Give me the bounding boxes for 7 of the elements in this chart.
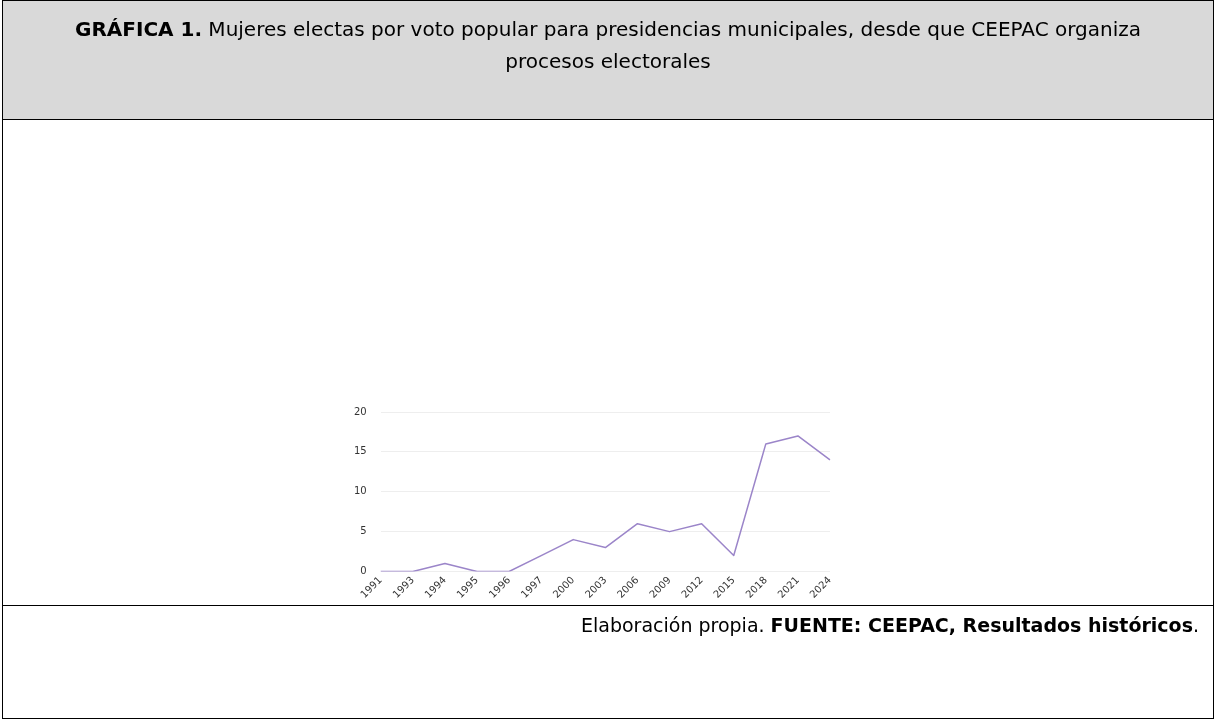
text: Elaboración propia. FUENTE: CEEPAC, Resultados históricos. — [580, 614, 1199, 636]
y-tick-label: 20 — [353, 405, 367, 417]
y-tick-label: 15 — [353, 445, 367, 457]
y-tick-label: 5 — [360, 525, 367, 537]
chart-title: GRÁFICA 1. Mujeres electas por voto popular para presidencias municipales, desde que CEEPAC organiza procesos electorales — [74, 16, 1142, 75]
y-tick-label: 10 — [353, 485, 367, 497]
y-tick-label: 0 — [360, 565, 367, 577]
